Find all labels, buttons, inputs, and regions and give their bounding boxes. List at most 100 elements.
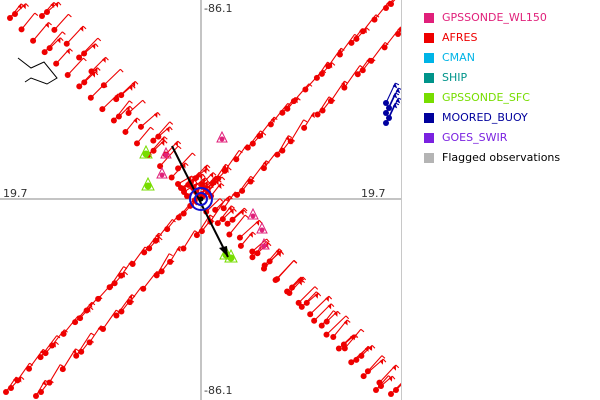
legend-label-flagged-observations: Flagged observations: [442, 151, 561, 164]
afres-nw-se-track-b-2-barb: [82, 25, 87, 30]
afres-nw-se-track-b-inner-18-barb: [280, 251, 285, 255]
afres-nw-se-track-a-28-station: [330, 334, 337, 341]
afres-sw-ne-track-a-15-station: [175, 214, 182, 221]
storm-center-dot: [198, 196, 204, 202]
afres-nw-se-track-a-26-staff: [309, 295, 330, 315]
afres-sw-ne-track-a-23-staff: [270, 103, 289, 125]
afres-nw-se-track-a-inner-6-barb: [94, 71, 99, 76]
afres-sw-ne-track-a-inner-24-station: [284, 105, 291, 112]
afres-nw-se-track-b-2-staff: [66, 25, 84, 45]
legend-label-gpssonde-sfc: GPSSONDE_SFC: [442, 91, 530, 104]
gpssonde-wl150-triangle-3: [247, 207, 259, 220]
legend-item-gpssonde-wl150[interactable]: GPSSONDE_WL150: [424, 8, 594, 28]
afres-sw-ne-track-a-6-flag: [88, 302, 93, 308]
afres-nw-se-track-b-inner-3-barb: [95, 43, 99, 48]
afres-sw-ne-track-b-27-station: [395, 31, 401, 37]
afres-nw-se-track-a-14-flag: [181, 162, 186, 169]
afres-nw-se-track-a-5-barb: [83, 57, 87, 62]
afres-sw-ne-track-a-inner-3-barb: [55, 341, 59, 346]
afres-nw-se-track-a-10-flag: [133, 117, 138, 124]
afres-nw-se-track-a-inner-24-barb: [302, 276, 307, 281]
afres-nw-se-track-a-inner-0-station: [12, 11, 18, 17]
afres-sw-ne-track-b-9-barb: [168, 253, 173, 257]
afres-sw-ne-track-b-16-staff: [250, 160, 267, 182]
gpssonde-sfc-station-1: [144, 182, 152, 190]
afres-nw-se-track-a-12-barb: [163, 136, 168, 140]
afres-nw-se-track-b-20-barb: [301, 279, 305, 284]
afres-nw-se-track-b-17-barb: [266, 238, 270, 243]
afres-sw-ne-track-b-inner-24-station: [359, 67, 366, 74]
afres-nw-se-track-b-inner-3-station: [81, 50, 88, 57]
map-panel[interactable]: -86.1 -86.1 19.7 19.7: [0, 0, 402, 400]
afres-sw-ne-track-a-12-station: [141, 249, 148, 256]
afres-nw-se-track-b-23-barb: [345, 315, 350, 320]
afres-nw-se-track-a-31-staff: [367, 355, 383, 372]
afres-nw-se-track-b-10-flag: [174, 141, 179, 147]
moored-buoy-3-barb: [398, 97, 401, 100]
legend-item-cman[interactable]: CMAN: [424, 48, 594, 68]
legend-item-ship[interactable]: SHIP: [424, 68, 594, 88]
afres-nw-se-track-a-18-station: [214, 220, 221, 227]
afres-nw-se-track-b-inner-18-station: [266, 258, 273, 265]
afres-sw-ne-track-b-3-barb: [90, 332, 95, 336]
afres-sw-ne-track-b-inner-21-station: [319, 107, 326, 114]
afres-sw-ne-track-b-inner-18-station: [279, 147, 286, 154]
afres-nw-se-track-b-1-barb: [68, 13, 72, 18]
moored-buoy-1-flag: [395, 88, 401, 94]
legend-item-goes-swir[interactable]: GOES_SWIR: [424, 128, 594, 148]
outlined-wind-barb: [17, 57, 58, 85]
moored-buoy-2-station: [383, 110, 389, 116]
afres-sw-ne-track-a-25-station: [290, 98, 297, 105]
afres-nw-se-track-b-inner-15-flag: [240, 209, 244, 216]
afres-sw-ne-track-a-inner-27-station: [318, 70, 325, 77]
overlay-layer: [171, 145, 229, 258]
afres-nw-se-track-a-1-staff: [21, 12, 36, 30]
afres-nw-se-track-a-25-barb: [314, 286, 319, 290]
afres-nw-se-track-b-inner-9-flag: [165, 126, 170, 133]
afres-nw-se-track-a-2-station: [30, 37, 37, 44]
moored-buoy-4-barb: [395, 102, 400, 106]
afres-sw-ne-track-a-inner-0-barb: [20, 376, 25, 380]
afres-nw-se-track-a-18-barb: [231, 205, 235, 209]
afres-sw-ne-track-b-15-station: [234, 191, 241, 198]
afres-sw-ne-track-a-21-station: [244, 144, 251, 151]
legend-swatch-flagged-observations: [424, 153, 434, 163]
afres-nw-se-track-a-13-staff: [159, 145, 179, 167]
afres-nw-se-track-b-6-flag: [131, 81, 136, 88]
afres-nw-se-track-b-22-barb: [330, 303, 335, 307]
afres-nw-se-track-b-4-barb: [105, 56, 109, 61]
afres-nw-se-track-a-inner-6-flag: [91, 71, 96, 78]
legend-item-moored-buoy[interactable]: MOORED_BUOY: [424, 108, 594, 128]
afres-nw-se-track-b-inner-12-flag: [203, 168, 207, 175]
afres-sw-ne-track-b-7-staff: [129, 286, 142, 303]
afres-sw-ne-track-b-17-staff: [263, 152, 277, 169]
afres-nw-se-track-a-5-station: [64, 71, 71, 78]
afres-nw-se-track-b-16-staff: [239, 219, 260, 239]
afres-nw-se-track-a-inner-18-station: [219, 216, 226, 223]
map-canvas[interactable]: [0, 0, 401, 400]
legend-item-afres[interactable]: AFRES: [424, 28, 594, 48]
afres-sw-ne-track-b-27-staff: [397, 27, 401, 35]
afres-nw-se-track-b-8-station: [137, 123, 144, 130]
legend-item-gpssonde-sfc[interactable]: GPSSONDE_SFC: [424, 88, 594, 108]
afres-sw-ne-track-a-29-station: [336, 51, 343, 58]
afres-sw-ne-track-a-28-station: [325, 63, 332, 70]
afres-sw-ne-track-a-inner-12-barb: [158, 236, 163, 241]
afres-nw-se-track-b-18-station: [261, 262, 268, 269]
legend-swatch-ship: [424, 73, 434, 83]
afres-nw-se-track-b-inner-21-barb: [317, 292, 322, 297]
moored-buoy-4-flag: [392, 103, 398, 109]
afres-nw-se-track-a-inner-27-barb: [337, 310, 341, 315]
afres-sw-ne-track-a-inner-33-station: [388, 1, 394, 7]
afres-sw-ne-track-a-inner-24-barb: [297, 97, 301, 101]
legend-item-flagged-observations[interactable]: Flagged observations: [424, 148, 594, 168]
afres-nw-se-track-b-18-barb: [278, 248, 283, 252]
afres-nw-se-track-b-26-barb: [382, 358, 387, 363]
afres-nw-se-track-a-9-station: [110, 117, 117, 124]
afres-sw-ne-track-b-0-flag: [42, 380, 47, 386]
afres-nw-se-track-b-8-flag: [153, 112, 158, 119]
afres-nw-se-track-a-8-station: [99, 106, 106, 113]
afres-nw-se-track-b-20-station: [286, 290, 293, 297]
moored-buoy-2-barb: [395, 92, 400, 96]
afres-sw-ne-track-a-2-staff: [28, 348, 44, 370]
